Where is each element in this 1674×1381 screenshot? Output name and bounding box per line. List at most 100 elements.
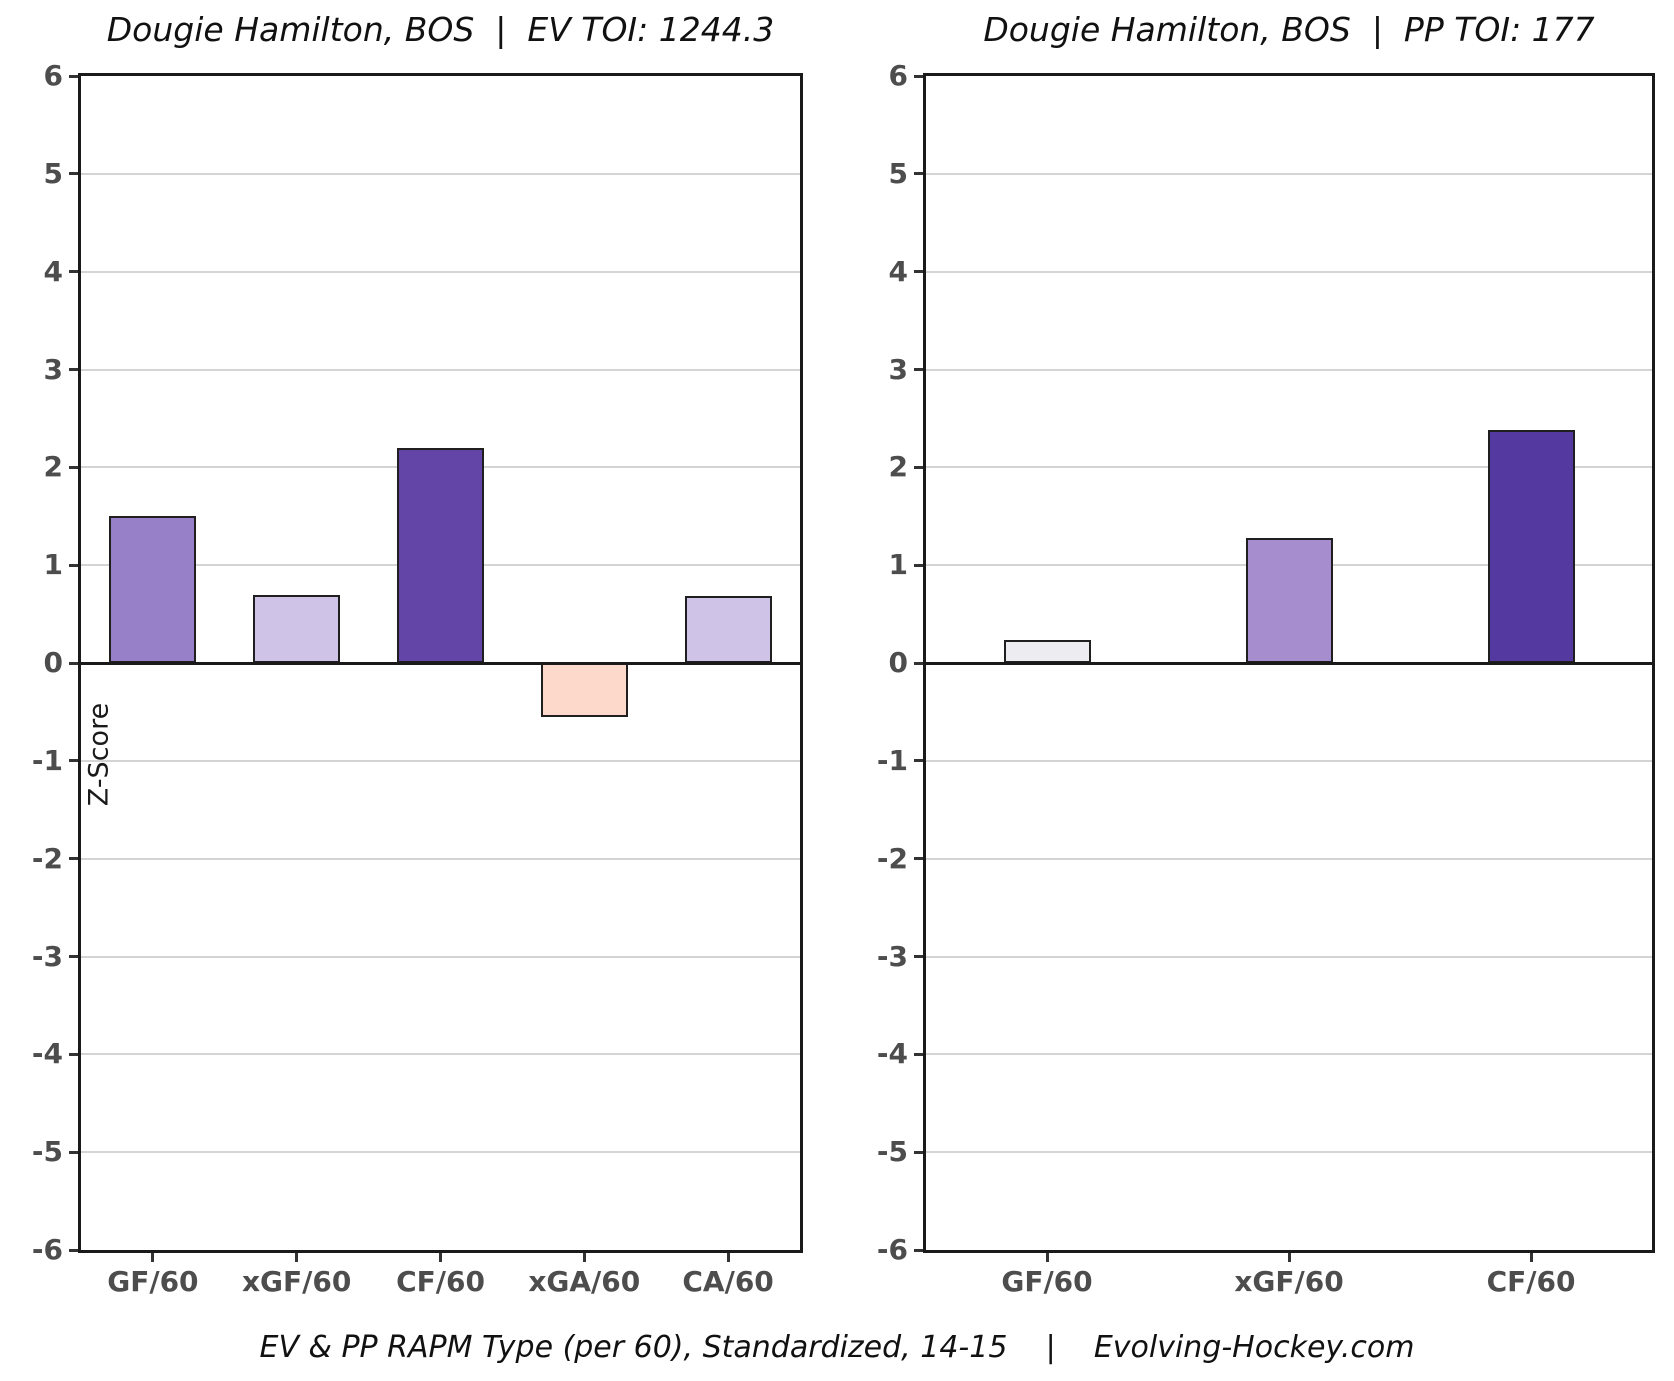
y-tick-label--4: -4	[876, 1037, 908, 1071]
x-tick-mark	[439, 1253, 442, 1262]
gridline-y3	[81, 368, 800, 371]
x-tick-label-CF-60: CF/60	[396, 1265, 485, 1298]
y-tick-label-5: 5	[43, 156, 63, 190]
y-tick-label-6: 6	[43, 59, 63, 92]
ev-chart-plot-area: Z-Score	[78, 73, 803, 1253]
y-tick-label--5: -5	[876, 1135, 908, 1169]
gridline-y-1	[81, 759, 800, 762]
y-tick-label--6: -6	[31, 1233, 63, 1266]
gridline-y-5	[81, 1151, 800, 1154]
pp-chart-title: Dougie Hamilton, BOS | PP TOI: 177	[983, 10, 1595, 49]
x-tick-label-CA-60: CA/60	[682, 1265, 774, 1298]
y-tick-mark	[914, 1052, 923, 1056]
gridline-y-2	[926, 857, 1652, 860]
gridline-y-1	[926, 759, 1652, 762]
y-tick-mark	[914, 661, 923, 665]
y-tick-mark	[69, 1052, 78, 1056]
bar-GF-60	[109, 516, 197, 663]
y-tick-mark	[914, 172, 923, 176]
y-tick-mark	[69, 465, 78, 469]
bar-CF-60	[1487, 430, 1575, 663]
gridline-y-5	[926, 1151, 1652, 1154]
y-tick-mark	[69, 563, 78, 567]
x-tick-label-xGA-60: xGA/60	[528, 1265, 641, 1298]
y-tick-mark	[69, 1150, 78, 1154]
y-tick-mark	[69, 1248, 78, 1252]
y-tick-mark	[69, 368, 78, 371]
gridline-y-3	[81, 955, 800, 958]
y-tick-label-2: 2	[888, 450, 908, 484]
y-tick-label-4: 4	[43, 254, 63, 288]
pp-chart-plot-area	[923, 73, 1655, 1253]
y-tick-mark	[914, 368, 923, 371]
y-tick-label--3: -3	[31, 939, 63, 973]
y-tick-label-0: 0	[43, 646, 63, 679]
footer-caption: EV & PP RAPM Type (per 60), Standardized…	[259, 1330, 1415, 1365]
y-tick-mark	[914, 1150, 923, 1154]
x-tick-mark	[1287, 1253, 1291, 1262]
gridline-y-3	[926, 955, 1652, 958]
gridline-y-4	[81, 1053, 800, 1056]
y-tick-label-5: 5	[888, 156, 908, 190]
gridline-y-2	[81, 857, 800, 860]
y-tick-mark	[69, 172, 78, 176]
y-tick-label-3: 3	[43, 352, 63, 386]
y-tick-label--2: -2	[31, 841, 63, 875]
y-tick-label--1: -1	[31, 743, 63, 777]
zero-line	[926, 661, 1652, 665]
ev-chart-title: Dougie Hamilton, BOS | EV TOI: 1244.3	[106, 10, 775, 49]
x-tick-mark	[726, 1253, 730, 1262]
y-tick-label-6: 6	[888, 59, 908, 92]
x-tick-mark	[1529, 1253, 1533, 1262]
x-tick-label-xGF-60: xGF/60	[242, 1265, 352, 1298]
bar-GF-60	[1003, 640, 1091, 663]
x-tick-mark	[1045, 1253, 1049, 1262]
y-tick-mark	[69, 270, 78, 274]
y-tick-label-1: 1	[888, 548, 908, 582]
y-tick-mark	[914, 74, 923, 78]
x-tick-mark	[151, 1253, 155, 1262]
x-tick-mark	[295, 1253, 299, 1262]
y-tick-mark	[69, 857, 78, 861]
x-tick-label-GF-60: GF/60	[1001, 1265, 1093, 1298]
y-tick-mark	[69, 955, 78, 958]
y-tick-label--5: -5	[31, 1135, 63, 1169]
y-tick-label--3: -3	[876, 939, 908, 973]
gridline-y2	[926, 466, 1652, 469]
gridline-y5	[926, 172, 1652, 175]
y-tick-mark	[914, 955, 923, 958]
gridline-y-4	[926, 1053, 1652, 1056]
bar-xGA-60	[540, 663, 628, 717]
y-tick-label--4: -4	[31, 1037, 63, 1071]
y-tick-mark	[914, 465, 923, 469]
bar-xGF-60	[253, 594, 341, 663]
bar-CF-60	[397, 447, 484, 663]
gridline-y3	[926, 368, 1652, 371]
y-tick-label-3: 3	[888, 352, 908, 386]
y-tick-label--6: -6	[876, 1233, 908, 1266]
y-axis-title: Z-Score	[83, 702, 115, 807]
gridline-y4	[926, 270, 1652, 273]
y-tick-mark	[69, 74, 78, 78]
y-tick-mark	[914, 759, 923, 763]
y-tick-mark	[914, 1248, 923, 1252]
bar-CA-60	[684, 596, 772, 663]
y-tick-mark	[69, 661, 78, 665]
gridline-y4	[81, 270, 800, 273]
y-tick-label-1: 1	[43, 548, 63, 582]
gridline-y5	[81, 172, 800, 175]
y-tick-mark	[914, 563, 923, 567]
y-tick-mark	[69, 759, 78, 763]
y-tick-mark	[914, 857, 923, 861]
y-tick-label-4: 4	[888, 254, 908, 288]
y-tick-mark	[914, 270, 923, 274]
y-tick-label--1: -1	[876, 743, 908, 777]
x-tick-label-xGF-60: xGF/60	[1234, 1265, 1344, 1298]
y-tick-label-0: 0	[888, 646, 908, 679]
y-tick-label--2: -2	[876, 841, 908, 875]
x-tick-mark	[582, 1253, 586, 1262]
x-tick-label-CF-60: CF/60	[1486, 1265, 1576, 1298]
y-tick-label-2: 2	[43, 450, 63, 484]
zero-line	[81, 661, 800, 665]
bar-xGF-60	[1245, 537, 1333, 663]
